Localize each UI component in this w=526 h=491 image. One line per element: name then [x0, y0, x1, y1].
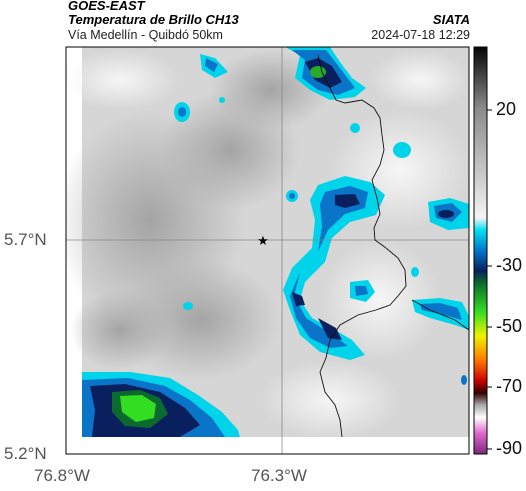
colorbar-label-minus50: -50: [496, 316, 523, 336]
satellite-label: GOES-EAST: [68, 0, 145, 13]
colorbar-label-minus30: -30: [496, 255, 523, 275]
border-line: [317, 54, 407, 438]
product-title: Temperatura de Brillo CH13: [68, 12, 239, 27]
map-field: [66, 47, 469, 454]
colorbar: [473, 46, 488, 455]
lat-label-5-7: 5.7°N: [4, 230, 47, 249]
map-frame: [65, 46, 470, 455]
lon-label-76-3: 76.3°W: [251, 466, 307, 485]
colorbar-ticks: [487, 109, 492, 450]
timestamp-label: 2024-07-18 12:29: [371, 28, 470, 42]
star-icon: ★: [257, 234, 269, 249]
colorbar-label-minus90: -90: [496, 438, 523, 458]
source-label: SIATA: [432, 12, 470, 27]
river-line: [411, 299, 470, 331]
lon-label-76-8: 76.8°W: [34, 466, 90, 485]
lat-label-5-2: 5.2°N: [4, 444, 47, 463]
colorbar-label-minus70: -70: [496, 376, 523, 396]
colorbar-label-20: 20: [496, 99, 517, 119]
route-subtitle: Vía Medellín - Quibdó 50km: [68, 28, 223, 42]
